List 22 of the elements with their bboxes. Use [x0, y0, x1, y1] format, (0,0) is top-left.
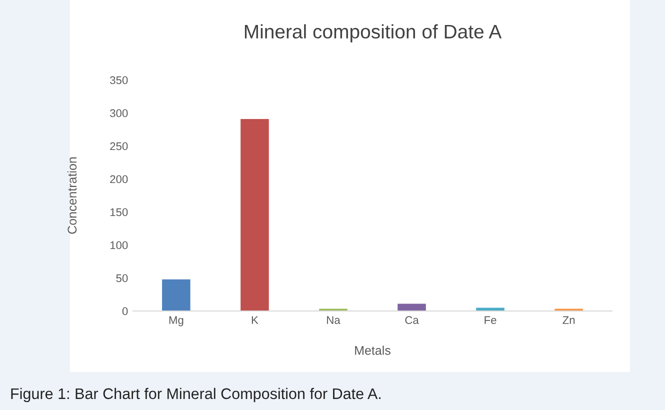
- bar: [398, 304, 426, 311]
- y-tick-label: 200: [110, 175, 128, 184]
- y-tick-label: 100: [110, 241, 128, 250]
- chart-title: Mineral composition of Date A: [244, 24, 502, 42]
- y-tick-label: 300: [110, 109, 128, 118]
- y-tick-label: 0: [122, 307, 128, 316]
- caption: Figure 1: Bar Chart for Mineral Composition for Date A.: [11, 388, 381, 402]
- x-tick-label: Fe: [484, 316, 496, 324]
- x-tick-label: Mg: [169, 316, 184, 326]
- bar: [240, 118, 269, 311]
- bar: [476, 308, 504, 311]
- x-tick-label: Zn: [562, 316, 575, 324]
- x-tick-label: K: [252, 316, 258, 324]
- bar: [162, 279, 190, 311]
- y-tick-label: 350: [110, 76, 128, 84]
- x-axis-title: Metals: [355, 346, 390, 355]
- y-tick-label: 250: [110, 142, 128, 150]
- y-axis-title: Concentration: [67, 157, 77, 234]
- y-tick-label: 50: [116, 274, 128, 282]
- x-tick-label: Ca: [405, 316, 419, 324]
- y-tick-label: 150: [110, 208, 128, 216]
- x-tick-label: Na: [327, 316, 340, 324]
